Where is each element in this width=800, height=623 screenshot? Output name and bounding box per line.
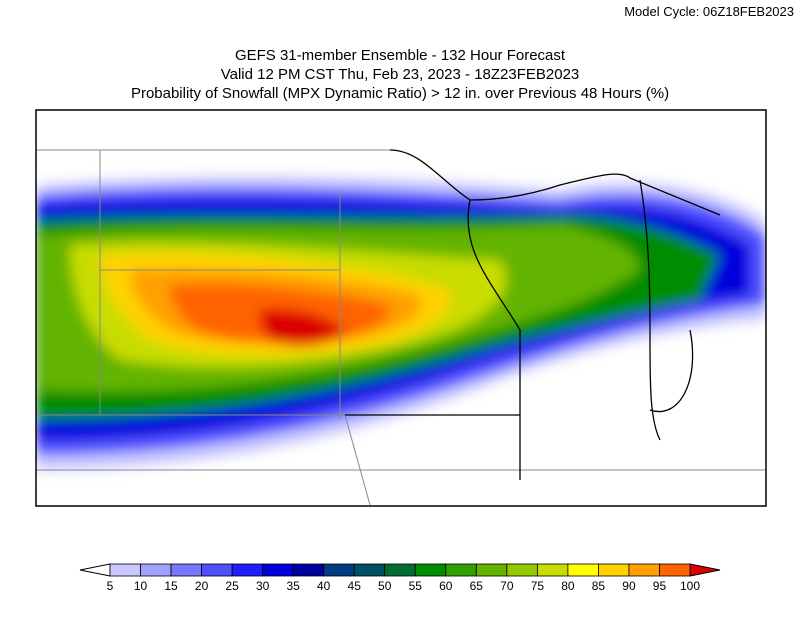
colorbar-label: 30: [256, 579, 270, 593]
colorbar-swatch: [109, 563, 141, 577]
colorbar-label: 90: [622, 579, 636, 593]
colorbar-label: 5: [107, 579, 114, 593]
colorbar-label: 20: [195, 579, 209, 593]
colorbar-swatch: [384, 563, 416, 577]
title-line: Probability of Snowfall (MPX Dynamic Rat…: [131, 85, 669, 102]
colorbar-swatch: [598, 563, 630, 577]
colorbar-label: 95: [653, 579, 667, 593]
colorbar-swatch: [659, 563, 691, 577]
map: [36, 110, 766, 506]
colorbar-swatch: [292, 563, 325, 577]
colorbar-swatch: [567, 563, 599, 577]
model-cycle: Model Cycle: 06Z18FEB2023: [624, 4, 794, 19]
colorbar-swatch: [628, 563, 660, 577]
title-line: Valid 12 PM CST Thu, Feb 23, 2023 - 18Z2…: [221, 66, 580, 83]
map-frame: [35, 109, 767, 507]
colorbar-swatch: [475, 563, 508, 577]
colorbar-label: 15: [164, 579, 178, 593]
colorbar-swatch: [201, 563, 233, 577]
colorbar-label: 65: [470, 579, 484, 593]
colorbar: 5 10 15 20 25 30 35 40 45 50 55 60 65 70 75 80 85 90 95 100: [79, 563, 721, 593]
colorbar-swatch: [445, 563, 477, 577]
colorbar-label: 40: [317, 579, 331, 593]
colorbar-swatch: [414, 563, 447, 577]
colorbar-swatch: [231, 563, 264, 577]
colorbar-label: 80: [561, 579, 575, 593]
colorbar-label: 50: [378, 579, 392, 593]
colorbar-swatch: [506, 563, 538, 577]
colorbar-swatch: [323, 563, 355, 577]
colorbar-swatch: [170, 563, 202, 577]
title-line: GEFS 31-member Ensemble - 132 Hour Forec…: [235, 47, 566, 64]
colorbar-label: 100: [680, 579, 700, 593]
colorbar-label: 55: [409, 579, 423, 593]
colorbar-swatch: [140, 563, 172, 577]
colorbar-label: 25: [225, 579, 239, 593]
colorbar-under: [79, 563, 111, 577]
colorbar-label: 45: [348, 579, 362, 593]
colorbar-label: 70: [500, 579, 514, 593]
colorbar-swatch: [536, 563, 569, 577]
colorbar-label: 10: [134, 579, 148, 593]
colorbar-label: 85: [592, 579, 606, 593]
colorbar-swatch: [262, 563, 294, 577]
colorbar-label: 35: [286, 579, 300, 593]
colorbar-label: 75: [531, 579, 545, 593]
colorbar-over: [689, 563, 721, 577]
colorbar-label: 60: [439, 579, 453, 593]
colorbar-swatch: [353, 563, 386, 577]
